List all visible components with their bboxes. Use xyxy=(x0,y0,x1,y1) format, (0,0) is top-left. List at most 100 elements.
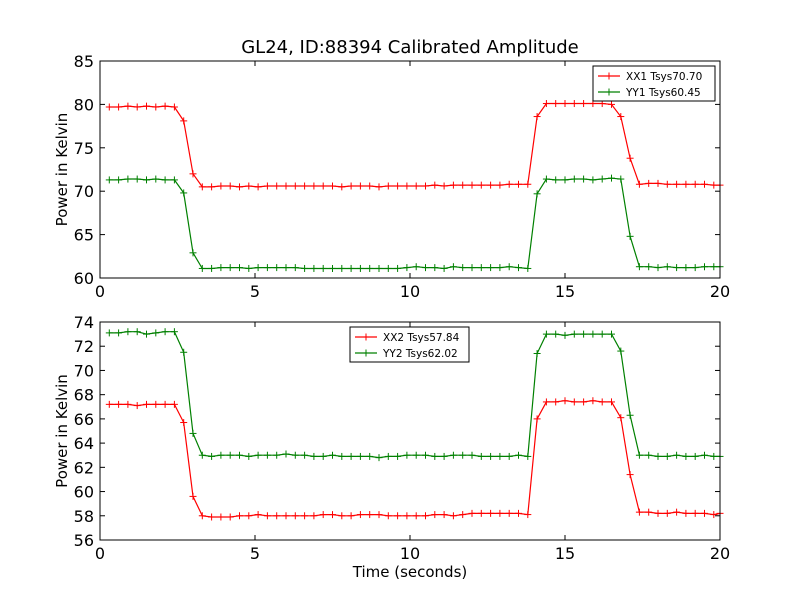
data-point xyxy=(431,264,439,272)
data-point xyxy=(356,182,364,190)
legend-entry: YY1 Tsys60.45 xyxy=(598,87,701,99)
data-point xyxy=(635,263,643,271)
data-point xyxy=(524,180,532,188)
data-point xyxy=(487,181,495,189)
data-point xyxy=(329,451,336,459)
data-point xyxy=(505,452,513,460)
data-point xyxy=(254,451,262,459)
data-point xyxy=(273,182,281,190)
series-line xyxy=(109,177,720,270)
data-point xyxy=(524,264,532,272)
y-tick-label: 60 xyxy=(74,483,94,502)
data-point xyxy=(384,182,392,190)
data-point xyxy=(217,264,225,272)
data-point xyxy=(291,451,299,459)
data-point xyxy=(133,402,141,410)
data-point xyxy=(329,182,336,190)
data-point xyxy=(347,452,355,460)
series-line xyxy=(109,400,721,518)
data-point xyxy=(570,330,578,338)
data-point xyxy=(105,176,113,184)
data-point xyxy=(412,451,420,459)
data-point xyxy=(682,452,690,460)
legend-label: YY2 Tsys62.02 xyxy=(382,348,458,360)
data-point xyxy=(338,183,346,191)
x-tick-label: 10 xyxy=(400,544,420,563)
y-tick-label: 56 xyxy=(74,531,94,550)
x-tick-label: 20 xyxy=(710,544,730,563)
data-point xyxy=(282,512,290,520)
data-point xyxy=(701,451,708,459)
y-tick-label: 68 xyxy=(74,386,94,405)
data-point xyxy=(449,263,457,271)
data-point xyxy=(394,264,402,272)
data-point xyxy=(180,189,188,197)
data-point xyxy=(673,264,681,272)
data-point xyxy=(645,451,653,459)
data-point xyxy=(617,113,625,121)
data-point xyxy=(291,264,299,272)
data-point xyxy=(412,182,420,190)
data-point xyxy=(598,330,606,338)
x-tick-label: 5 xyxy=(250,544,260,563)
data-point xyxy=(310,452,318,460)
data-point xyxy=(226,264,234,272)
data-point xyxy=(654,179,662,187)
data-point xyxy=(552,100,560,108)
data-point xyxy=(180,419,188,427)
data-point xyxy=(403,512,411,520)
data-point xyxy=(217,182,225,190)
y-tick-label: 75 xyxy=(74,139,94,158)
data-point xyxy=(319,182,327,190)
chart-title: GL24, ID:88394 Calibrated Amplitude xyxy=(241,37,579,58)
data-point xyxy=(440,182,448,190)
data-point xyxy=(236,451,243,459)
data-point xyxy=(301,451,309,459)
data-point xyxy=(561,100,569,108)
data-point xyxy=(152,175,160,183)
data-point xyxy=(710,511,718,519)
data-point xyxy=(282,182,290,190)
data-point xyxy=(384,452,392,460)
data-point xyxy=(449,512,457,520)
data-point xyxy=(468,451,476,459)
data-point xyxy=(366,264,374,272)
data-point xyxy=(701,263,708,271)
x-tick-label: 15 xyxy=(555,282,575,301)
data-point xyxy=(561,176,569,184)
data-point xyxy=(663,180,671,188)
data-point xyxy=(161,176,169,184)
data-point xyxy=(338,452,346,460)
data-point xyxy=(208,264,216,272)
data-point xyxy=(310,512,318,520)
data-point xyxy=(263,512,271,520)
data-point xyxy=(422,451,429,459)
data-point xyxy=(245,264,253,272)
data-point xyxy=(580,398,588,406)
data-point xyxy=(552,398,560,406)
data-point xyxy=(449,181,457,189)
data-point xyxy=(105,103,113,111)
data-point xyxy=(515,180,522,188)
data-point xyxy=(133,175,141,183)
data-point xyxy=(105,329,113,337)
data-point xyxy=(608,100,615,108)
data-point xyxy=(626,232,634,240)
data-point xyxy=(282,264,290,272)
data-point xyxy=(468,181,476,189)
data-point xyxy=(180,348,188,356)
data-point xyxy=(710,181,718,189)
data-point xyxy=(273,451,281,459)
data-point xyxy=(124,400,132,408)
data-point xyxy=(626,471,634,479)
data-point xyxy=(152,103,160,111)
data-point xyxy=(180,117,188,125)
data-point xyxy=(598,398,606,406)
data-point xyxy=(236,264,243,272)
data-point xyxy=(608,398,615,406)
legend-box xyxy=(592,65,716,102)
legend-label: XX1 Tsys70.70 xyxy=(626,71,702,83)
data-point xyxy=(217,451,225,459)
y-tick-label: 70 xyxy=(74,182,94,201)
